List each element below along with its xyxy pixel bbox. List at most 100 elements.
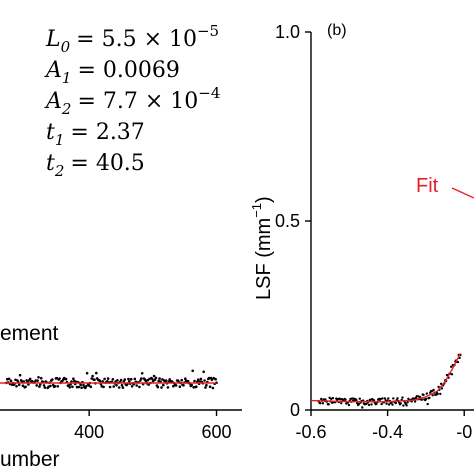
- panel-b-data-point: [331, 396, 335, 400]
- panel-a-data-point: [152, 374, 156, 378]
- fit-parameter: A2 = 7.7 × 10−4: [44, 84, 220, 118]
- panel-a-data-point: [55, 376, 59, 380]
- panel-a-data-point: [133, 377, 137, 381]
- panel-b-data-point: [380, 402, 383, 406]
- panel-a-data-point: [182, 384, 185, 387]
- panel-a-data-point: [9, 379, 13, 383]
- panel-a-data-point: [53, 385, 57, 388]
- panel-a-data-point: [162, 383, 165, 387]
- panel-a-data-point: [27, 383, 30, 386]
- panel-a-data-point: [140, 372, 144, 375]
- panel-a-data-point: [58, 377, 61, 380]
- panel-b-data-point: [347, 403, 351, 407]
- panel-b-data-point: [391, 403, 394, 406]
- panel-b-fit-line: [310, 352, 462, 403]
- panel-a-data-point: [72, 377, 75, 381]
- panel-a-data-point: [39, 383, 42, 386]
- panel-a-data-point: [139, 379, 142, 382]
- panel-a-data-point: [190, 383, 193, 387]
- panel-b-data-point: [358, 397, 361, 400]
- panel-a-data-point: [106, 377, 110, 380]
- panel-a-data-point: [95, 371, 98, 375]
- panel-a-data-point: [120, 383, 124, 387]
- panel-a-data-point: [178, 385, 182, 389]
- panel-a-data-point: [24, 385, 27, 389]
- panel-a-data-point: [154, 376, 158, 380]
- panel-b-data-point: [420, 398, 423, 401]
- panel-a-data-point: [158, 377, 161, 380]
- panel-b-data-point: [450, 373, 454, 376]
- panel-b-data-point: [437, 385, 440, 389]
- panel-a-data-point: [160, 386, 163, 389]
- panel-a-data-point: [51, 378, 54, 381]
- panel-b-data-point: [399, 402, 402, 405]
- panel-a-data-point: [35, 384, 38, 387]
- panel-a-data-point: [77, 385, 81, 389]
- panel-b-data-point: [381, 397, 384, 400]
- panel-b-data-point: [324, 398, 327, 401]
- panel-a-data-point: [151, 379, 155, 383]
- panel-b-data-point: [319, 402, 322, 405]
- panel-a-data-point: [166, 386, 170, 389]
- panel-b-data-point: [426, 402, 429, 406]
- panel-b-data-point: [439, 382, 443, 385]
- panel-b-data-point: [383, 397, 387, 400]
- panel-a-data-point: [56, 385, 60, 388]
- panel-a-data-point: [49, 384, 52, 388]
- panel-b-data-point: [392, 397, 395, 400]
- panel-b-data-point: [428, 396, 431, 400]
- panel-b-data-point: [370, 403, 373, 406]
- panel-a-data-point: [147, 383, 150, 386]
- panel-a-data-point: [106, 380, 109, 383]
- panel-a-data-point: [117, 386, 121, 389]
- panel-a-data-point: [101, 380, 104, 383]
- panel-a: ement 400 600 umber: [0, 322, 242, 471]
- panel-a-data-point: [69, 383, 72, 386]
- panel-b-label: (b): [327, 22, 347, 39]
- panel-b-data-point: [439, 392, 442, 396]
- panel-a-data-point: [127, 377, 130, 381]
- panel-a-data-point: [36, 379, 39, 383]
- panel-a-data-point: [15, 384, 18, 388]
- panel-a-data-point: [130, 385, 134, 388]
- panel-b-data-point: [422, 393, 425, 396]
- fit-parameter: t2 = 40.5: [46, 151, 145, 180]
- panel-a-data-point: [202, 370, 205, 374]
- panel-b-x-ticks: -0.6 -0.4 -0: [295, 410, 472, 442]
- panel-b-data-point: [413, 400, 417, 403]
- fit-annotation: Fit: [416, 175, 439, 197]
- panel-a-data-point: [128, 380, 131, 383]
- panel-b-data-point: [361, 406, 364, 409]
- panel-a-measurement-points: [5, 369, 218, 390]
- panel-b-data-point: [387, 403, 391, 406]
- panel-b-data-point: [355, 399, 358, 402]
- panel-a-data-point: [211, 386, 215, 390]
- fit-parameter: t1 = 2.37: [46, 120, 145, 149]
- panel-b-data-point: [351, 397, 354, 400]
- panel-a-data-point: [93, 378, 96, 382]
- panel-a-data-point: [80, 386, 83, 390]
- panel-b-data-point: [321, 402, 325, 405]
- panel-b-data-point: [432, 388, 435, 392]
- panel-a-data-point: [42, 384, 46, 387]
- panel-a-data-point: [89, 385, 93, 389]
- panel-a-data-point: [180, 378, 183, 382]
- panel-a-data-point: [68, 386, 71, 389]
- panel-b-x-tick-label: -0.6: [295, 422, 326, 442]
- panel-b-data-point: [425, 392, 428, 395]
- panel-a-data-point: [75, 385, 79, 389]
- panel-b-data-point: [344, 398, 347, 401]
- panel-a-data-point: [17, 383, 21, 387]
- panel-a-data-point: [91, 374, 94, 378]
- panel-b-measurement-points: [317, 353, 462, 409]
- panel-b-data-point: [365, 402, 368, 405]
- panel-b-y-tick-label: 1.0: [275, 22, 300, 42]
- panel-a-data-point: [203, 379, 206, 382]
- panel-a-data-point: [119, 378, 123, 382]
- panel-a-data-point: [129, 377, 133, 381]
- panel-b-data-point: [385, 402, 388, 405]
- panel-a-data-point: [71, 385, 74, 389]
- panel-a-data-point: [39, 376, 43, 380]
- panel-b-y-tick-label: 0.5: [275, 211, 300, 231]
